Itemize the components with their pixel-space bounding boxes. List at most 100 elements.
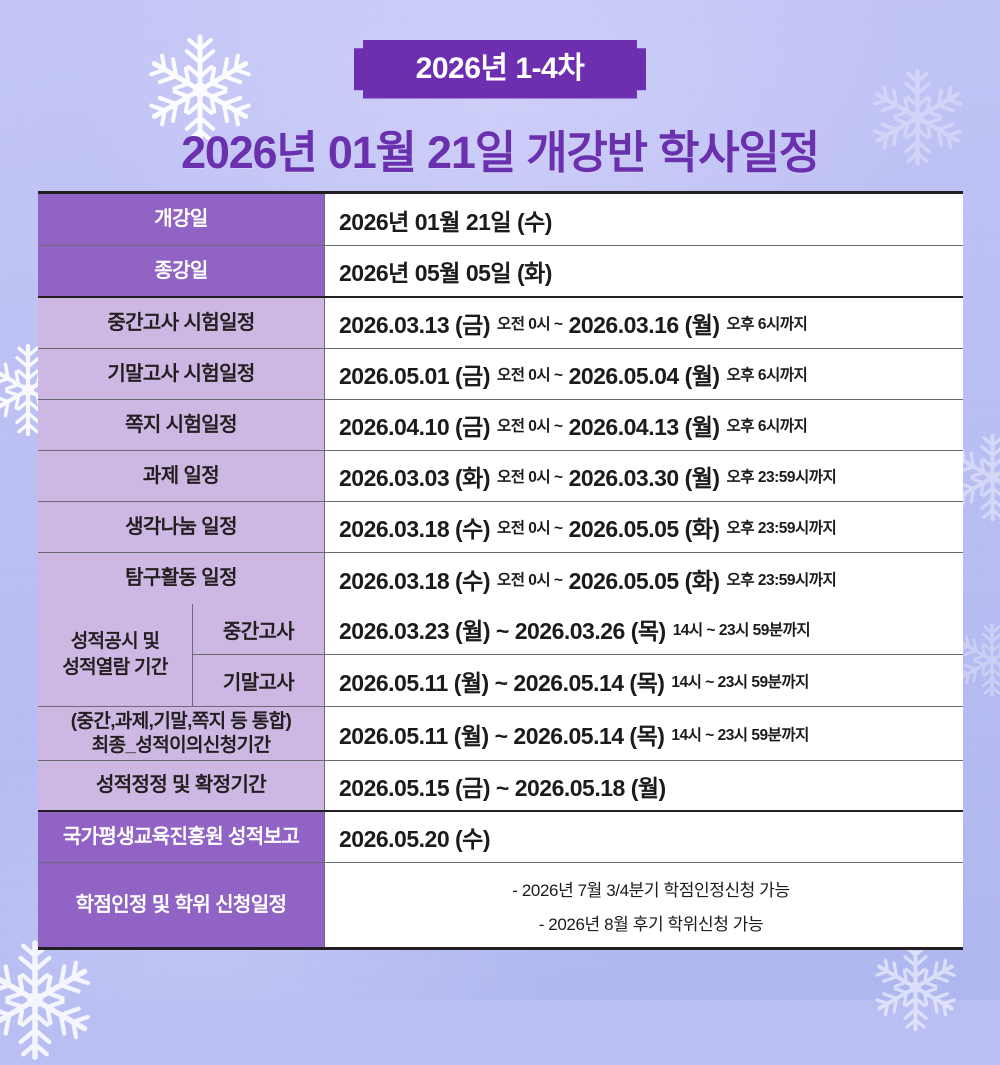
value-sub: 오전 0시 ~	[497, 363, 563, 385]
credit-degree-label: 학점인정 및 학위 신청일정	[38, 863, 325, 947]
value-sub: 오후 23:59시까지	[727, 465, 837, 487]
row-label-text: 기말고사 시험일정	[107, 362, 254, 386]
value-main: 2026.03.18 (수)	[339, 510, 490, 544]
value-main: 2026.03.18 (수)	[339, 562, 490, 596]
value-sub: 오전 0시 ~	[497, 414, 563, 436]
grade-posting-label-line2: 성적열람 기간	[62, 655, 167, 681]
row-label: 기말고사 시험일정	[38, 349, 325, 399]
value-cell: 2026.03.03 (화) 오전 0시 ~ 2026.03.30 (월) 오후 23…	[325, 451, 963, 501]
value-sub: 오전 0시 ~	[497, 568, 563, 590]
table-row-final-objection: (중간,과제,기말,쪽지 등 통합) 최종_성적이의신청기간 2026.05.1…	[38, 707, 963, 761]
value-main: 2026.05.15 (금) ~ 2026.05.18 (월)	[339, 769, 666, 803]
value-cell: 2026.05.11 (월) ~ 2026.05.14 (목) 14시 ~ 23…	[325, 655, 963, 706]
row-label: 개강일	[38, 194, 325, 245]
nile-report-label: 국가평생교육진흥원 성적보고	[38, 812, 325, 862]
snowflake-bottom-right	[868, 940, 963, 1035]
value-main: 2026.05.01 (금)	[339, 357, 490, 391]
table-row: 중간고사 시험일정 2026.03.13 (금) 오전 0시 ~ 2026.03.16…	[38, 298, 963, 349]
value-cell: 2026.05.11 (월) ~ 2026.05.14 (목) 14시 ~ 23…	[325, 707, 963, 760]
row-label-text: 생각나눔 일정	[125, 515, 237, 539]
final-objection-label: (중간,과제,기말,쪽지 등 통합) 최종_성적이의신청기간	[38, 707, 325, 760]
value-cell-multiline: - 2026년 7월 3/4분기 학점인정신청 가능 - 2026년 8월 후기…	[325, 863, 963, 947]
row-label-text: 쪽지 시험일정	[125, 413, 237, 437]
row-label: 중간고사 시험일정	[38, 298, 325, 348]
value-cell: 2026.03.18 (수) 오전 0시 ~ 2026.05.05 (화) 오후 23…	[325, 502, 963, 552]
banner-container: 2026년 1-4차	[0, 40, 1000, 99]
value-main: 2026.05.04 (월)	[569, 357, 720, 391]
sub-label-final: 기말고사	[193, 655, 325, 706]
value-sub: 오전 0시 ~	[497, 516, 563, 538]
snowflake-bottom-left	[0, 935, 100, 1065]
value-sub: 오후 23:59시까지	[727, 568, 837, 590]
row-label-text: 과제 일정	[143, 464, 219, 488]
row-label: 종강일	[38, 246, 325, 296]
value-main: 2026.05.11 (월) ~ 2026.05.14 (목)	[339, 717, 664, 751]
value-cell: 2026년 01월 21일 (수)	[325, 194, 963, 245]
row-label: 과제 일정	[38, 451, 325, 501]
value-main: 2026.05.05 (화)	[569, 510, 720, 544]
row-label: 쪽지 시험일정	[38, 400, 325, 450]
infographic-page: 2026년 1-4차 2026년 01월 21일 개강반 학사일정 개강일 202…	[0, 0, 1000, 1000]
table-row-correction: 성적정정 및 확정기간 2026.05.15 (금) ~ 2026.05.18 …	[38, 761, 963, 812]
value-cell: 2026.05.01 (금) 오전 0시 ~ 2026.05.04 (월) 오후 6시…	[325, 349, 963, 399]
value-cell: 2026.03.23 (월) ~ 2026.03.26 (목) 14시 ~ 23…	[325, 604, 963, 654]
value-sub: 오후 23:59시까지	[727, 516, 837, 538]
page-title: 2026년 01월 21일 개강반 학사일정	[0, 116, 1000, 181]
table-row: 중간고사 2026.03.23 (월) ~ 2026.03.26 (목) 14시…	[193, 604, 963, 655]
value-main: 2026.03.03 (화)	[339, 459, 490, 493]
table-row-nile-report: 국가평생교육진흥원 성적보고 2026.05.20 (수)	[38, 812, 963, 863]
table-row: 쪽지 시험일정 2026.04.10 (금) 오전 0시 ~ 2026.04.13 (…	[38, 400, 963, 451]
value-sub: 오전 0시 ~	[497, 465, 563, 487]
table-row-credit-degree: 학점인정 및 학위 신청일정 - 2026년 7월 3/4분기 학점인정신청 가…	[38, 863, 963, 947]
final-objection-label-line2: 최종_성적이의신청기간	[71, 734, 292, 757]
credit-degree-line-1: - 2026년 7월 3/4분기 학점인정신청 가능	[512, 876, 789, 901]
row-label: 탐구활동 일정	[38, 553, 325, 604]
term-banner: 2026년 1-4차	[354, 40, 647, 99]
grade-posting-subrows: 중간고사 2026.03.23 (월) ~ 2026.03.26 (목) 14시…	[193, 604, 963, 706]
value-main: 2026년 05월 05일 (화)	[339, 254, 552, 288]
value-sub: 오후 6시까지	[727, 363, 808, 385]
row-label-text: 중간고사 시험일정	[107, 311, 254, 335]
table-row: 생각나눔 일정 2026.03.18 (수) 오전 0시 ~ 2026.05.05 (…	[38, 502, 963, 553]
value-main: 2026.03.30 (월)	[569, 459, 720, 493]
value-sub: 14시 ~ 23시 59분까지	[673, 618, 811, 640]
academic-schedule-table: 개강일 2026년 01월 21일 (수) 종강일 2026년 05월 05일 (화)…	[38, 191, 963, 950]
value-main: 2026.05.11 (월) ~ 2026.05.14 (목)	[339, 664, 664, 698]
table-row: 개강일 2026년 01월 21일 (수)	[38, 194, 963, 246]
value-main: 2026.04.13 (월)	[569, 408, 720, 442]
sub-label-midterm: 중간고사	[193, 604, 325, 654]
value-sub: 오전 0시 ~	[497, 312, 563, 334]
value-cell: 2026.05.15 (금) ~ 2026.05.18 (월)	[325, 761, 963, 810]
table-row: 기말고사 시험일정 2026.05.01 (금) 오전 0시 ~ 2026.05.04…	[38, 349, 963, 400]
value-sub: 14시 ~ 23시 59분까지	[671, 670, 809, 692]
value-main: 2026.03.23 (월) ~ 2026.03.26 (목)	[339, 612, 666, 646]
value-main: 2026.03.16 (월)	[569, 306, 720, 340]
table-row: 종강일 2026년 05월 05일 (화)	[38, 246, 963, 298]
grade-posting-label: 성적공시 및 성적열람 기간	[38, 604, 193, 706]
value-main: 2026.05.05 (화)	[569, 562, 720, 596]
value-cell: 2026.05.20 (수)	[325, 812, 963, 862]
grade-posting-label-line1: 성적공시 및	[62, 629, 167, 655]
value-main: 2026.03.13 (금)	[339, 306, 490, 340]
grade-posting-group: 성적공시 및 성적열람 기간 중간고사 2026.03.23 (월) ~ 202…	[38, 604, 963, 707]
correction-label: 성적정정 및 확정기간	[38, 761, 325, 810]
value-main: 2026.05.20 (수)	[339, 820, 490, 854]
final-objection-label-line1: (중간,과제,기말,쪽지 등 통합)	[71, 710, 292, 733]
value-cell: 2026.03.18 (수) 오전 0시 ~ 2026.05.05 (화) 오후 23…	[325, 553, 963, 604]
value-main: 2026년 01월 21일 (수)	[339, 203, 552, 237]
credit-degree-line-2: - 2026년 8월 후기 학위신청 가능	[539, 910, 764, 935]
value-sub: 오후 6시까지	[727, 312, 808, 334]
table-row: 기말고사 2026.05.11 (월) ~ 2026.05.14 (목) 14시…	[193, 655, 963, 706]
value-cell: 2026.04.10 (금) 오전 0시 ~ 2026.04.13 (월) 오후 6시…	[325, 400, 963, 450]
value-cell: 2026년 05월 05일 (화)	[325, 246, 963, 296]
value-sub: 14시 ~ 23시 59분까지	[671, 723, 809, 745]
row-label-text: 개강일	[154, 207, 207, 231]
schedule-rows-top: 개강일 2026년 01월 21일 (수) 종강일 2026년 05월 05일 (화)…	[38, 194, 963, 604]
value-sub: 오후 6시까지	[727, 414, 808, 436]
row-label-text: 탐구활동 일정	[125, 566, 237, 590]
row-label-text: 종강일	[154, 259, 207, 283]
table-row: 과제 일정 2026.03.03 (화) 오전 0시 ~ 2026.03.30 (월)…	[38, 451, 963, 502]
value-main: 2026.04.10 (금)	[339, 408, 490, 442]
value-cell: 2026.03.13 (금) 오전 0시 ~ 2026.03.16 (월) 오후 6시…	[325, 298, 963, 348]
table-row: 탐구활동 일정 2026.03.18 (수) 오전 0시 ~ 2026.05.05 (…	[38, 553, 963, 604]
